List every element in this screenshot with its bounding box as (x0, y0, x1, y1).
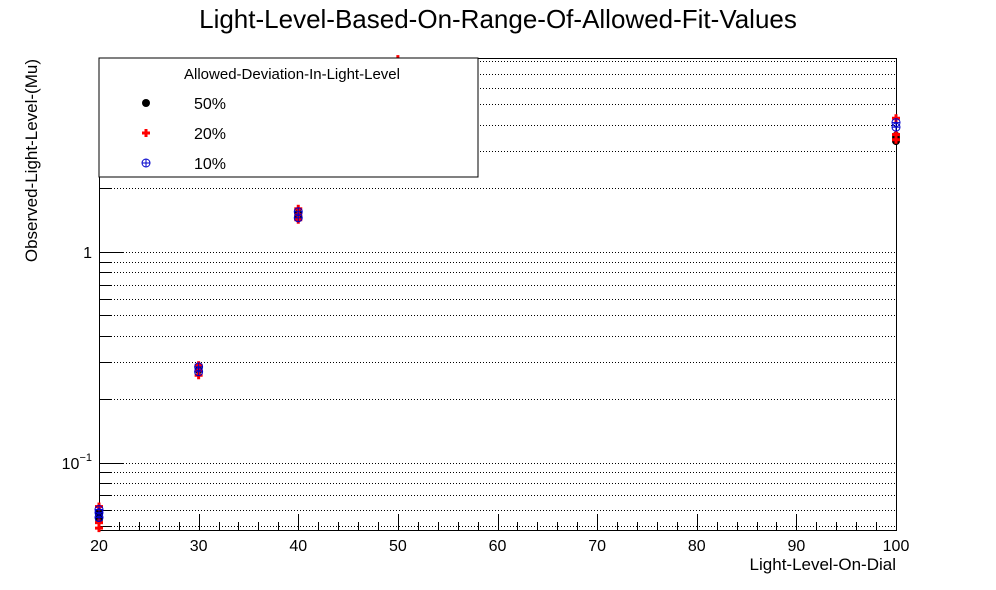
x-tick-label: 70 (588, 538, 606, 555)
legend-box (98, 57, 479, 178)
x-axis-label: Light-Level-On-Dial (750, 555, 896, 574)
x-tick-label: 30 (190, 538, 208, 555)
plot-border (99, 58, 897, 531)
x-tick-label: 60 (489, 538, 507, 555)
legend-marker (142, 99, 150, 107)
data-point (293, 207, 303, 217)
legend-marker (141, 158, 151, 168)
x-tick-label: 20 (90, 538, 108, 555)
legend-title: Allowed-Deviation-In-Light-Level (184, 66, 400, 83)
legend: Allowed-Deviation-In-Light-Level 50% 20% 1… (98, 57, 479, 178)
y-axis-label: Observed-Light-Level-(Mu) (22, 59, 41, 262)
legend-marker (142, 129, 150, 137)
data-point (95, 518, 103, 527)
x-tick-label: 90 (787, 538, 805, 555)
data-point (892, 130, 900, 139)
chart-title: Light-Level-Based-On-Range-Of-Allowed-Fi… (199, 4, 797, 34)
legend-entry-label: 10% (194, 156, 226, 173)
data-point (194, 362, 204, 372)
data-point (95, 524, 103, 533)
y-tick-label: 1 (83, 245, 92, 262)
data-point (94, 505, 104, 515)
data-point (891, 118, 901, 128)
plot-frame (99, 58, 897, 531)
x-tick-label: 40 (289, 538, 307, 555)
x-tick-label: 50 (389, 538, 407, 555)
legend-entries: 50% 20% 10% (141, 96, 226, 173)
data-points (94, 55, 901, 533)
legend-entry-label: 50% (194, 96, 226, 113)
legend-entry-label: 20% (194, 126, 226, 143)
data-point (892, 135, 900, 144)
x-axis: 20 30 40 50 60 70 80 90 100 (90, 514, 909, 555)
x-tick-label: 80 (688, 538, 706, 555)
y-tick-label: 10−1 (62, 452, 92, 473)
x-tick-label: 100 (883, 538, 910, 555)
